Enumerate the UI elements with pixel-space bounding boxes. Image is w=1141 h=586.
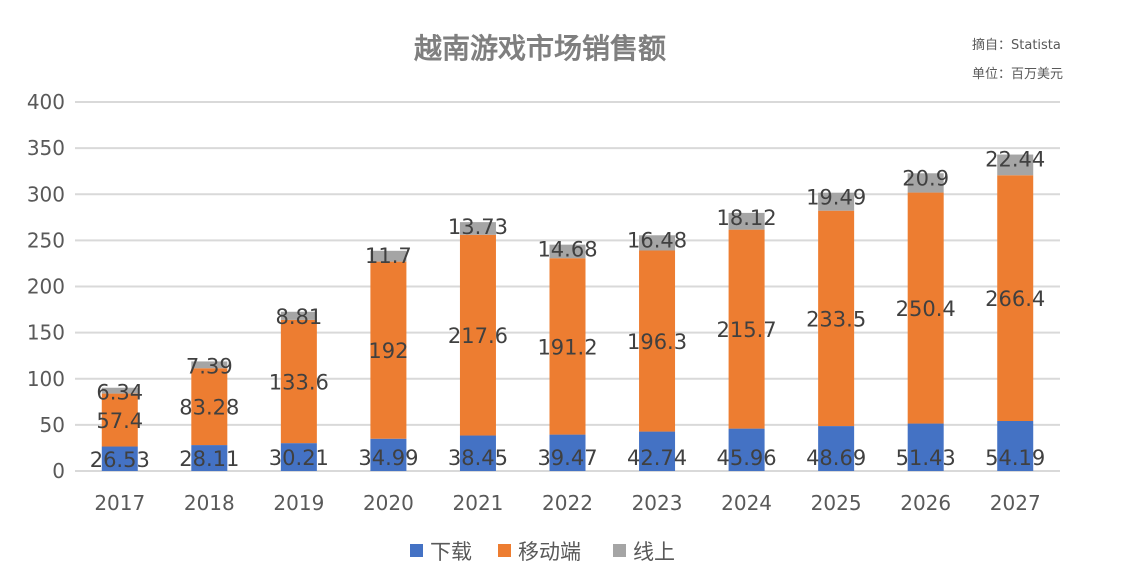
bar-segment-下载 — [997, 421, 1034, 471]
bar-segment-线上 — [101, 387, 138, 394]
data-label: 250.4 — [896, 297, 956, 321]
y-tick-label: 200 — [27, 275, 65, 299]
bar-segment-下载 — [549, 434, 586, 471]
x-tick-label: 2023 — [632, 491, 683, 515]
bar-segment-线上 — [818, 192, 855, 211]
data-label: 20.9 — [902, 166, 949, 190]
data-label: 8.81 — [275, 305, 322, 329]
x-tick-label: 2017 — [94, 491, 145, 515]
bar-segment-线上 — [280, 311, 317, 320]
x-tick-label: 2022 — [542, 491, 593, 515]
bar-segment-线上 — [728, 212, 765, 230]
bar-segment-线上 — [459, 222, 496, 235]
data-label: 22.44 — [985, 148, 1045, 172]
bar-segment-移动端 — [459, 234, 496, 436]
bar-segment-下载 — [639, 431, 676, 471]
y-tick-label: 300 — [27, 182, 65, 206]
data-label: 48.69 — [806, 446, 866, 470]
x-tick-label: 2026 — [900, 491, 951, 515]
data-label: 133.6 — [269, 371, 329, 395]
bar-segment-移动端 — [370, 261, 407, 439]
chart-title: 越南游戏市场销售额 — [414, 32, 666, 65]
bar-segment-移动端 — [191, 368, 228, 446]
data-label: 14.68 — [537, 238, 597, 262]
bar-segment-下载 — [907, 423, 944, 471]
legend-label: 线上 — [633, 540, 675, 564]
data-label: 11.7 — [365, 244, 412, 268]
data-label: 266.4 — [985, 287, 1045, 311]
legend: 下载 移动端 线上 — [410, 540, 675, 564]
unit-note: 单位：百万美元 — [972, 67, 1063, 82]
y-tick-label: 400 — [27, 90, 65, 114]
bar-segment-移动端 — [907, 192, 944, 424]
bar-segment-下载 — [818, 426, 855, 471]
bar-segment-下载 — [459, 435, 496, 471]
data-label: 38.45 — [448, 446, 508, 470]
bar-segment-线上 — [191, 361, 228, 369]
legend-swatch — [410, 544, 423, 557]
bar-segment-线上 — [639, 235, 676, 251]
data-label: 19.49 — [806, 186, 866, 210]
data-label: 191.2 — [537, 335, 597, 359]
bar-segment-移动端 — [549, 258, 586, 435]
source-note: 摘自：Statista — [972, 37, 1061, 53]
bar-segment-线上 — [997, 154, 1034, 176]
x-tick-label: 2018 — [184, 491, 235, 515]
bar-segment-下载 — [370, 438, 407, 471]
x-tick-label: 2021 — [453, 491, 504, 515]
bar-segment-移动端 — [997, 175, 1034, 422]
bar-segment-下载 — [191, 445, 228, 471]
data-label: 6.34 — [96, 381, 143, 405]
data-label: 57.4 — [96, 409, 143, 433]
bar-segment-移动端 — [101, 393, 138, 447]
data-label: 233.5 — [806, 307, 866, 331]
bar-segment-移动端 — [728, 229, 765, 429]
y-tick-label: 0 — [52, 459, 65, 483]
bar-segment-下载 — [728, 428, 765, 471]
data-label: 83.28 — [179, 396, 239, 420]
x-tick-label: 2020 — [363, 491, 414, 515]
x-tick-label: 2025 — [811, 491, 862, 515]
data-label: 45.96 — [717, 446, 777, 470]
bar-segment-线上 — [370, 250, 407, 262]
data-label: 217.6 — [448, 324, 508, 348]
data-label: 39.47 — [537, 446, 597, 470]
data-label: 42.74 — [627, 446, 687, 470]
data-label: 13.73 — [448, 215, 508, 239]
legend-swatch — [498, 544, 511, 557]
data-label: 196.3 — [627, 330, 687, 354]
data-label: 30.21 — [269, 446, 329, 470]
y-tick-label: 100 — [27, 367, 65, 391]
data-label: 215.7 — [717, 318, 777, 342]
bar-segment-下载 — [101, 446, 138, 471]
data-label: 28.11 — [179, 447, 239, 471]
data-label: 192 — [368, 339, 408, 363]
bar-segment-移动端 — [818, 210, 855, 427]
data-label: 26.53 — [90, 448, 150, 472]
data-label: 34.99 — [358, 446, 418, 470]
y-tick-label: 250 — [27, 228, 65, 252]
legend-label: 移动端 — [518, 540, 581, 564]
bar-segment-移动端 — [280, 319, 317, 444]
data-label: 51.43 — [896, 446, 956, 470]
legend-label: 下载 — [430, 540, 472, 564]
bar-segment-下载 — [280, 443, 317, 471]
data-label: 54.19 — [985, 446, 1045, 470]
y-tick-label: 350 — [27, 136, 65, 160]
bar-segment-线上 — [549, 244, 586, 259]
bar-segment-线上 — [907, 173, 944, 193]
x-tick-label: 2019 — [273, 491, 324, 515]
bar-segment-移动端 — [639, 250, 676, 432]
x-tick-label: 2024 — [721, 491, 772, 515]
y-tick-label: 150 — [27, 321, 65, 345]
data-label: 18.12 — [717, 206, 777, 230]
data-label: 7.39 — [186, 354, 233, 378]
x-tick-label: 2027 — [990, 491, 1041, 515]
y-tick-label: 50 — [40, 413, 65, 437]
data-label: 16.48 — [627, 228, 687, 252]
legend-swatch — [613, 544, 626, 557]
